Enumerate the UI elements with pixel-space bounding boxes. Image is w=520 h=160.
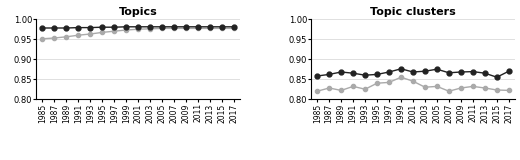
gini_simp (by max topic) [75, 34, 82, 36]
gini_simp (by topic proportions) [493, 76, 500, 78]
gini_simp (by topic proportions) [171, 26, 177, 28]
gini_simp (by max topic) [362, 88, 368, 90]
gini_simp (by max topic) [159, 27, 165, 29]
gini_simp (by topic proportions) [111, 26, 118, 28]
gini_simp (by topic proportions) [87, 27, 94, 28]
gini_simp (by max topic) [422, 86, 428, 88]
gini_simp (by max topic) [470, 85, 476, 87]
gini_simp (by topic proportions) [338, 71, 344, 73]
gini_simp (by topic proportions) [410, 71, 416, 73]
gini_simp (by topic proportions) [374, 73, 380, 75]
gini_simp (by topic proportions) [147, 26, 153, 28]
gini_simp (by topic proportions) [446, 72, 452, 74]
gini_simp (by max topic) [51, 37, 58, 39]
gini_simp (by topic proportions) [314, 75, 320, 77]
gini_simp (by max topic) [231, 27, 237, 29]
gini_simp (by topic proportions) [350, 72, 356, 74]
gini_simp (by topic proportions) [183, 26, 189, 28]
gini_simp (by max topic) [111, 30, 118, 32]
gini_simp (by topic proportions) [470, 71, 476, 72]
gini_simp (by max topic) [386, 81, 392, 83]
gini_simp (by topic proportions) [51, 27, 58, 29]
gini_simp (by max topic) [493, 89, 500, 91]
gini_simp (by max topic) [350, 85, 356, 87]
gini_simp (by max topic) [446, 90, 452, 92]
Title: Topics: Topics [119, 7, 158, 17]
gini_simp (by max topic) [219, 27, 225, 29]
gini_simp (by topic proportions) [207, 26, 213, 28]
gini_simp (by topic proportions) [422, 70, 428, 72]
gini_simp (by max topic) [207, 27, 213, 29]
Line: gini_simp (by topic proportions): gini_simp (by topic proportions) [315, 66, 511, 80]
gini_simp (by topic proportions) [99, 26, 106, 28]
gini_simp (by max topic) [87, 33, 94, 35]
Line: gini_simp (by max topic): gini_simp (by max topic) [41, 26, 236, 41]
gini_simp (by max topic) [326, 87, 332, 89]
gini_simp (by topic proportions) [398, 68, 404, 70]
gini_simp (by topic proportions) [434, 68, 440, 70]
gini_simp (by max topic) [171, 27, 177, 29]
gini_simp (by topic proportions) [195, 26, 201, 28]
gini_simp (by max topic) [314, 90, 320, 92]
gini_simp (by topic proportions) [135, 26, 141, 28]
gini_simp (by max topic) [482, 87, 488, 89]
gini_simp (by max topic) [458, 87, 464, 89]
gini_simp (by topic proportions) [458, 71, 464, 73]
gini_simp (by topic proportions) [326, 73, 332, 75]
gini_simp (by max topic) [147, 28, 153, 30]
Line: gini_simp (by topic proportions): gini_simp (by topic proportions) [40, 24, 237, 30]
gini_simp (by max topic) [398, 76, 404, 78]
gini_simp (by max topic) [183, 27, 189, 29]
gini_simp (by max topic) [40, 38, 46, 40]
gini_simp (by topic proportions) [386, 71, 392, 73]
gini_simp (by topic proportions) [482, 72, 488, 74]
gini_simp (by max topic) [374, 82, 380, 84]
gini_simp (by topic proportions) [505, 70, 512, 72]
gini_simp (by topic proportions) [362, 74, 368, 76]
gini_simp (by max topic) [99, 31, 106, 33]
gini_simp (by max topic) [123, 29, 129, 31]
gini_simp (by max topic) [410, 80, 416, 82]
gini_simp (by topic proportions) [75, 27, 82, 28]
gini_simp (by topic proportions) [123, 26, 129, 28]
gini_simp (by max topic) [195, 27, 201, 29]
gini_simp (by topic proportions) [231, 26, 237, 28]
gini_simp (by max topic) [63, 36, 70, 38]
gini_simp (by max topic) [135, 28, 141, 30]
gini_simp (by topic proportions) [63, 27, 70, 29]
Line: gini_simp (by max topic): gini_simp (by max topic) [315, 75, 511, 93]
gini_simp (by topic proportions) [40, 27, 46, 29]
gini_simp (by max topic) [338, 89, 344, 91]
gini_simp (by topic proportions) [219, 26, 225, 28]
gini_simp (by topic proportions) [159, 26, 165, 28]
gini_simp (by max topic) [505, 89, 512, 91]
Title: Topic clusters: Topic clusters [370, 7, 456, 17]
gini_simp (by max topic) [434, 85, 440, 87]
